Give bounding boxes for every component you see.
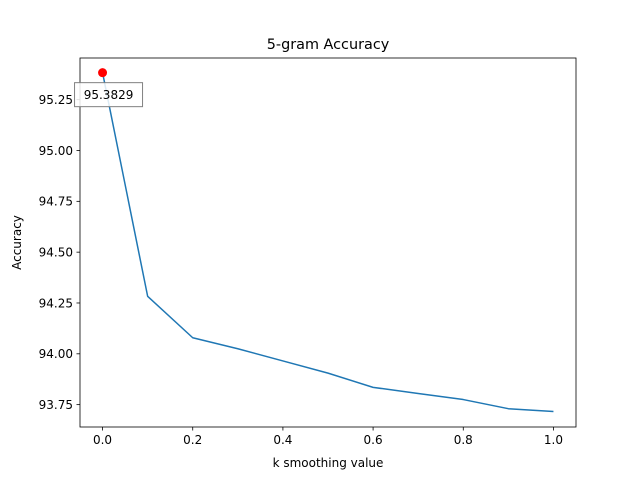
y-tick-label: 94.50: [39, 245, 73, 259]
x-tick-label: 0.4: [273, 433, 292, 447]
y-tick-label: 94.25: [39, 296, 73, 310]
y-axis-title: Accuracy: [10, 215, 24, 270]
x-tick-label: 0.8: [454, 433, 473, 447]
x-axis-title: k smoothing value: [273, 456, 384, 470]
x-tick-label: 1.0: [544, 433, 563, 447]
y-tick-label: 94.00: [39, 347, 73, 361]
plot-area: 0.0 0.2 0.4 0.6 0.8 1.0 93.75 94.00 94.25 94.50 94…: [39, 57, 577, 447]
series-line: [101, 72, 554, 413]
x-tick-label: 0.6: [364, 433, 383, 447]
x-tick-label: 0.0: [93, 433, 112, 447]
axes-frame: [79, 57, 577, 428]
max-point-marker: [98, 68, 108, 78]
annotation-label: 95.3829: [84, 88, 134, 102]
y-tick-label: 95.00: [39, 144, 73, 158]
y-tick-label: 95.25: [39, 93, 73, 107]
annotation-box: [74, 82, 144, 108]
y-tick-label: 93.75: [39, 398, 73, 412]
x-tick-label: 0.2: [183, 433, 202, 447]
chart-title: 5-gram Accuracy: [267, 37, 390, 53]
y-tick-label: 94.75: [39, 195, 73, 209]
